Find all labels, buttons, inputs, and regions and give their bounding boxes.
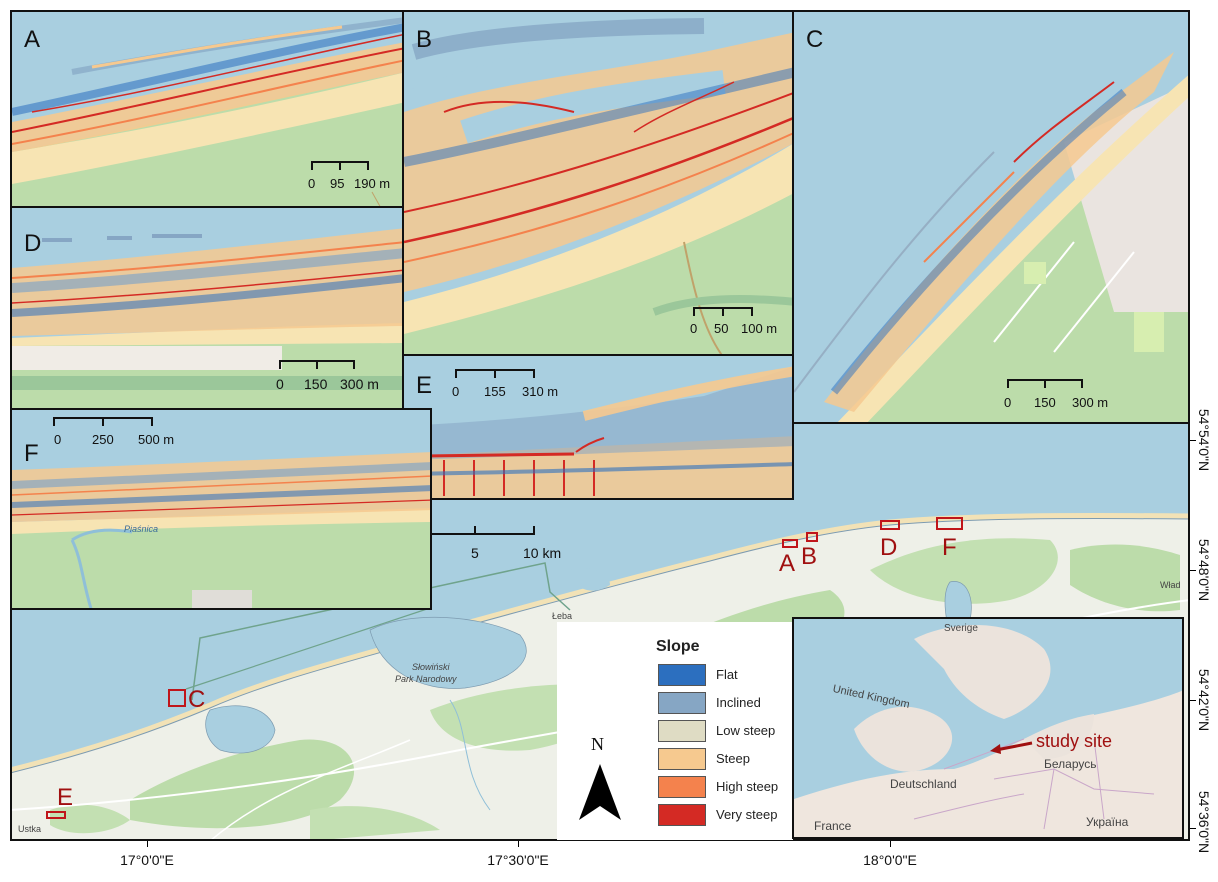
north-arrow-icon <box>579 764 621 820</box>
inset-label-france: France <box>814 819 852 833</box>
y-tick <box>1190 700 1196 701</box>
x-label: 17°0'0"E <box>120 852 174 868</box>
panel-b: B 0 50 100 m <box>402 10 794 356</box>
site-box-f <box>936 517 963 530</box>
site-label-b: B <box>801 543 818 570</box>
scale-label-d-2: 300 m <box>340 376 379 392</box>
inset-map: Sverige United Kingdom Deutschland Franc… <box>792 617 1184 839</box>
scale-label-a-2: 190 m <box>354 176 391 191</box>
scale-label-f-2: 500 m <box>138 432 175 447</box>
site-label-a: A <box>779 550 796 577</box>
site-box-e <box>46 811 66 819</box>
legend-label-flat: Flat <box>716 667 738 682</box>
scalebar-f <box>53 417 153 426</box>
scalebar-c <box>1007 379 1083 388</box>
scale-label-b-2: 100 m <box>741 321 778 336</box>
place-ustka: Ustka <box>18 824 42 834</box>
study-site-arrow-icon <box>990 741 1033 754</box>
panel-letter-b: B <box>416 26 433 53</box>
slope-raster-e <box>404 366 792 498</box>
y-tick <box>1190 440 1196 441</box>
inset-label-deutschland: Deutschland <box>890 777 957 791</box>
panel-letter-f: F <box>24 440 39 467</box>
slope-raster-a <box>12 17 402 206</box>
place-wlad: Wład <box>1160 580 1181 590</box>
x-tick <box>890 841 891 847</box>
panel-letter-d: D <box>24 230 42 257</box>
scale-label-c-2: 300 m <box>1072 395 1109 410</box>
legend-label-steep: Steep <box>716 751 750 766</box>
y-tick <box>1190 828 1196 829</box>
panel-letter-e: E <box>416 372 433 399</box>
legend-label-inclined: Inclined <box>716 695 761 710</box>
scale-label-b-0: 0 <box>690 321 698 336</box>
slope-raster-d <box>12 228 402 408</box>
scalebar-b <box>693 307 753 316</box>
scale-label-a-0: 0 <box>308 176 316 191</box>
site-label-f: F <box>942 534 957 561</box>
site-label-c: C <box>188 686 206 713</box>
scale-label-a-1: 95 <box>330 176 345 191</box>
legend-label-very-steep: Very steep <box>716 807 778 822</box>
inset-label-sverige: Sverige <box>944 623 978 634</box>
slope-raster-b <box>404 12 792 354</box>
scale-label-f-1: 250 <box>92 432 114 447</box>
scale-label-c-0: 0 <box>1004 395 1012 410</box>
x-tick <box>147 841 148 847</box>
north-label: N <box>591 734 604 754</box>
site-label-e: E <box>57 784 74 811</box>
slope-raster-c <box>794 52 1188 422</box>
place-piasnica: Piaśnica <box>124 524 159 534</box>
x-tick <box>518 841 519 847</box>
panel-letter-a: A <box>24 26 41 53</box>
panel-f: F Piaśnica 0 250 500 m <box>10 408 432 610</box>
legend-swatch-low-steep <box>658 720 706 742</box>
x-label: 17°30'0"E <box>487 852 549 868</box>
site-box-a <box>782 539 798 548</box>
scale-label-f-0: 0 <box>54 432 62 447</box>
scale-label-e-1: 155 <box>484 384 506 399</box>
legend-swatch-inclined <box>658 692 706 714</box>
site-box-d <box>880 520 900 530</box>
place-slowinski-2: Park Narodowy <box>395 674 457 684</box>
panel-d: D 0 150 300 m <box>10 206 404 410</box>
scale-label-b-1: 50 <box>714 321 729 336</box>
site-box-b <box>806 532 818 542</box>
scalebar-d <box>279 360 355 369</box>
main-scale-label: 10 km <box>523 545 562 561</box>
main-scale-label: 5 <box>471 545 479 561</box>
study-site-label: study site <box>1036 731 1113 751</box>
inset-label-belarus: Беларусь <box>1044 757 1097 771</box>
scalebar-e <box>455 369 535 378</box>
scale-label-e-2: 310 m <box>522 384 559 399</box>
legend-swatch-flat <box>658 664 706 686</box>
scale-label-c-1: 150 <box>1034 395 1056 410</box>
place-leba: Łeba <box>552 611 573 621</box>
scalebar-a <box>311 161 369 170</box>
legend-swatch-very-steep <box>658 804 706 826</box>
inset-basemap <box>794 619 1182 837</box>
site-box-c <box>168 689 186 707</box>
legend: Slope Flat Inclined Low steep Steep High… <box>557 622 793 840</box>
legend-swatch-steep <box>658 748 706 770</box>
place-slowinski-1: Słowiński <box>412 662 450 672</box>
legend-swatch-high-steep <box>658 776 706 798</box>
legend-label-high-steep: High steep <box>716 779 779 794</box>
panel-c: C 0 150 300 m <box>792 10 1190 424</box>
x-label: 18°0'0"E <box>863 852 917 868</box>
inset-label-ukraina: Україна <box>1086 815 1129 829</box>
y-tick <box>1190 570 1196 571</box>
slope-raster-f <box>12 452 430 608</box>
legend-label-low-steep: Low steep <box>716 723 776 738</box>
legend-title: Slope <box>656 638 700 655</box>
panel-letter-c: C <box>806 26 824 53</box>
scale-label-d-1: 150 <box>304 376 328 392</box>
scale-label-d-0: 0 <box>276 376 284 392</box>
panel-e: E 0 155 310 m <box>402 354 794 500</box>
panel-a: A 0 95 190 m <box>10 10 404 208</box>
site-label-d: D <box>880 534 898 561</box>
scale-label-e-0: 0 <box>452 384 460 399</box>
